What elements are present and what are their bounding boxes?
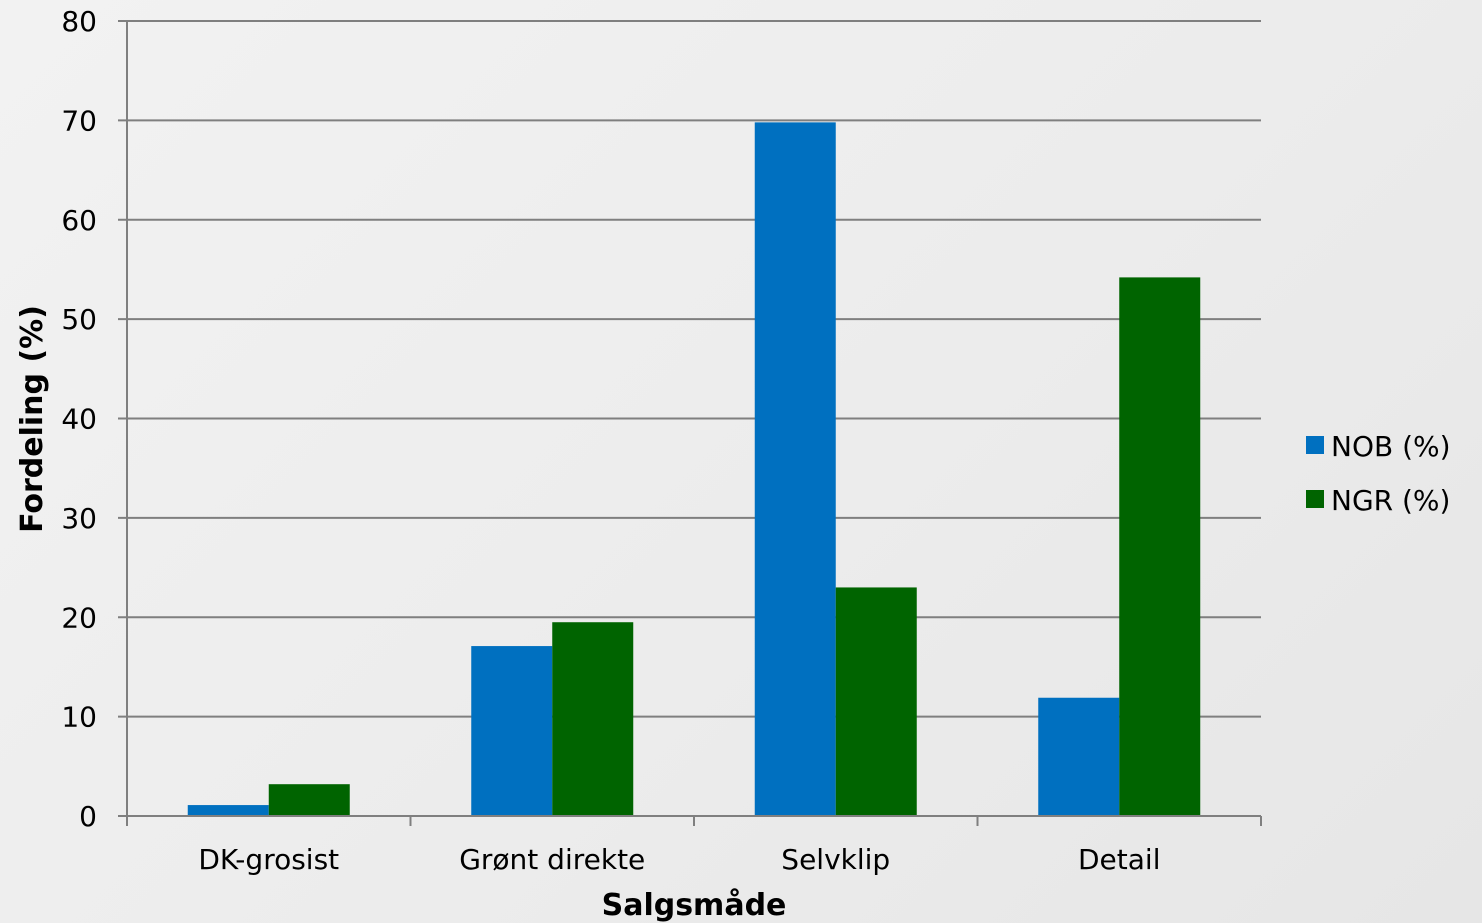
bar-nob-1 (187, 805, 269, 816)
y-tick-label: 80 (61, 5, 97, 38)
y-tick-label: 10 (61, 701, 97, 734)
x-tick-label: Grønt direkte (459, 843, 645, 876)
legend: NOB (%) NGR (%) (1306, 430, 1451, 517)
y-tick-label: 40 (61, 403, 97, 436)
y-tick-labels: 0 10 20 30 40 50 60 70 80 (61, 5, 97, 833)
legend-swatch (1306, 436, 1324, 454)
y-tick-label: 60 (61, 204, 97, 237)
y-tick-label: 30 (61, 502, 97, 535)
x-tick-labels: DK-grosist Grønt direkte Selvklip Detail (198, 843, 1160, 876)
bars (187, 122, 1201, 817)
bar-ngr-1 (268, 784, 350, 816)
y-tick-label: 70 (61, 104, 97, 137)
legend-label: NOB (%) (1331, 430, 1451, 463)
legend-swatch (1306, 490, 1324, 508)
bar-nob-4 (1038, 697, 1120, 816)
bar-ngr-4 (1119, 277, 1201, 816)
axes (118, 20, 1262, 826)
bar-ngr-3 (835, 587, 917, 816)
y-tick-label: 50 (61, 303, 97, 336)
x-tick-label: Detail (1078, 843, 1160, 876)
legend-label: NGR (%) (1331, 484, 1450, 517)
gridlines (127, 20, 1261, 718)
bar-ngr-2 (552, 622, 634, 816)
bar-nob-2 (471, 646, 553, 816)
y-tick-label: 20 (61, 601, 97, 634)
x-tick-label: Selvklip (781, 843, 890, 876)
x-tick-label: DK-grosist (198, 843, 339, 876)
bar-nob-3 (754, 122, 836, 817)
x-axis-title: Salgsmåde (602, 887, 787, 923)
y-tick-label: 0 (79, 800, 97, 833)
y-axis-title: Fordeling (%) (15, 305, 50, 533)
